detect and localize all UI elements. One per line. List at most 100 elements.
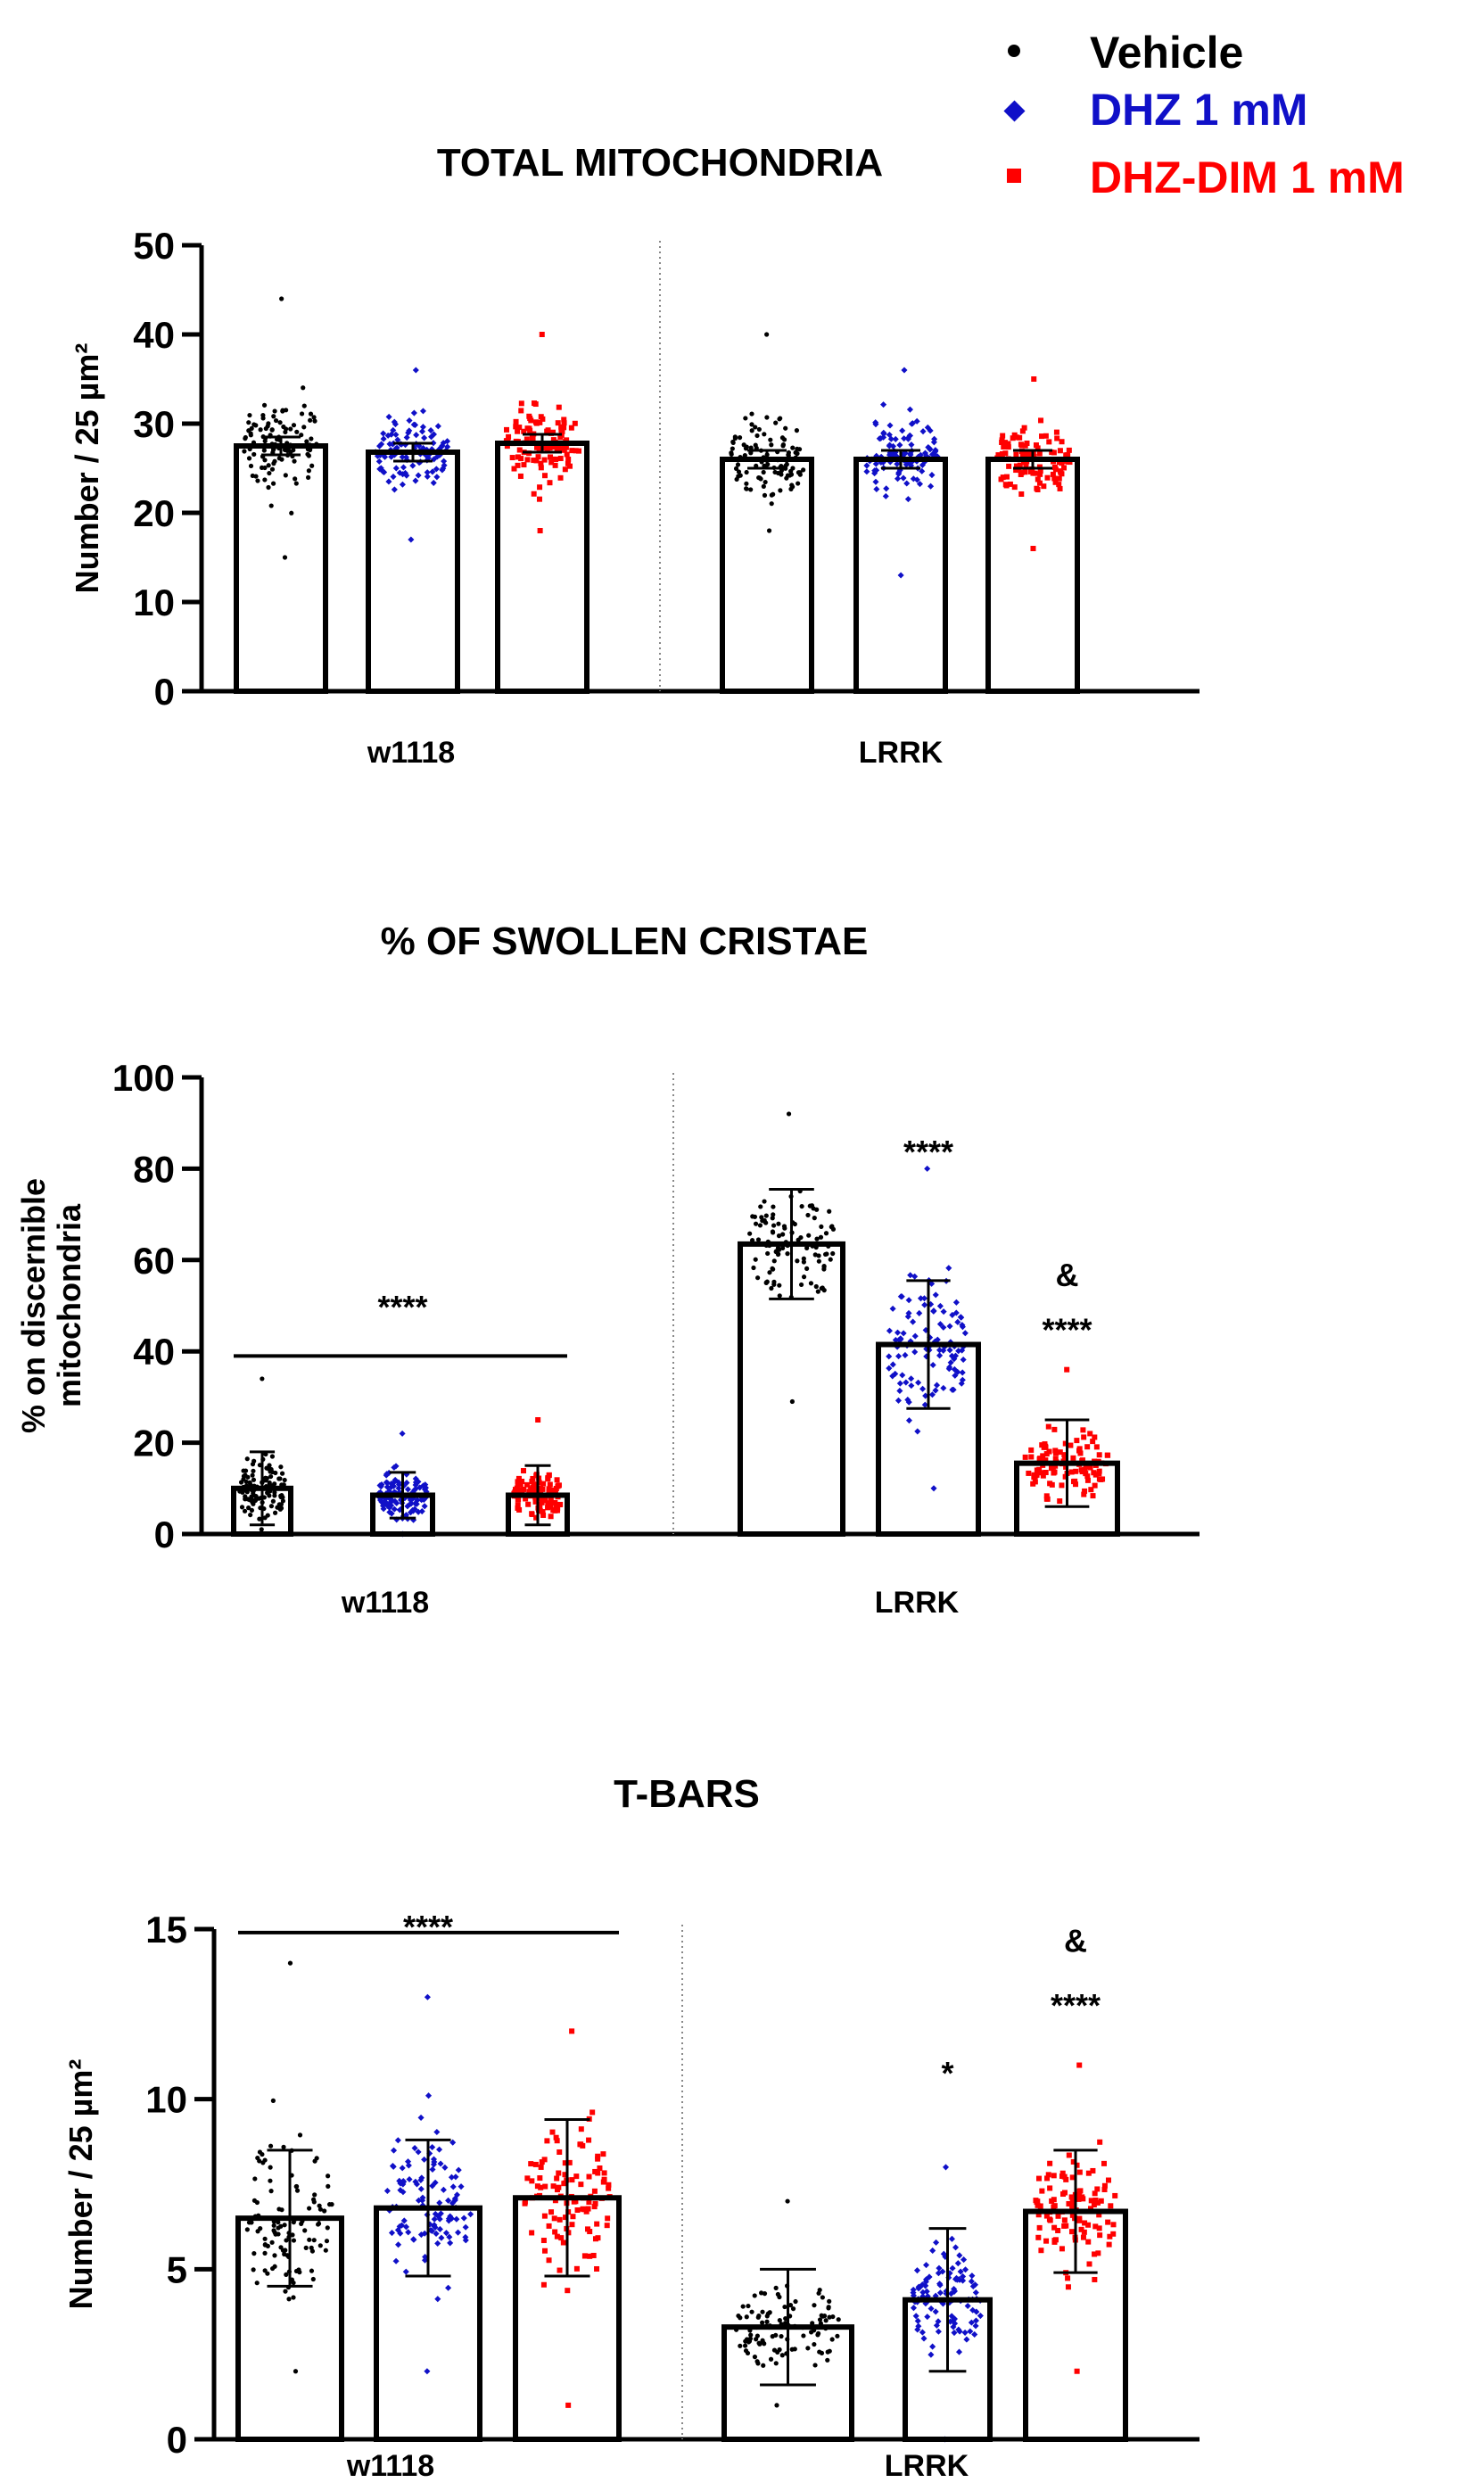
data-point-vehicle-w1118 (312, 2192, 317, 2198)
data-point-dhz-dim-w1118 (536, 1480, 542, 1486)
data-point-dhz-dim-lrrk (1073, 1481, 1079, 1488)
data-point-dhz-lrrk (977, 2313, 984, 2320)
data-point-dhz-dim-lrrk (1036, 1456, 1043, 1463)
data-point-vehicle-lrrk (749, 428, 754, 433)
data-point-dhz-dim-w1118 (513, 424, 519, 430)
data-point-vehicle-w1118 (268, 1473, 274, 1480)
data-point-dhz-lrrk (952, 2244, 960, 2251)
data-point-dhz-dim-lrrk (1059, 471, 1065, 477)
data-point-dhz-dim-lrrk (1023, 462, 1029, 468)
data-point-dhz-lrrk (863, 462, 870, 469)
y-axis-label: Number / 25 µm² (69, 343, 105, 594)
data-point-dhz-dim-w1118 (515, 1505, 521, 1511)
chart-title: T-BARS (614, 1772, 760, 1816)
group-label-w1118: w1118 (367, 736, 455, 770)
data-point-vehicle-lrrk (777, 2317, 782, 2323)
data-point-dhz-dim-lrrk (1093, 1444, 1100, 1450)
data-point-vehicle-lrrk (824, 1251, 829, 1257)
data-point-dhz-w1118 (415, 472, 422, 479)
data-point-dhz-w1118 (375, 458, 383, 465)
data-point-dhz-dim-lrrk (1080, 2234, 1086, 2240)
data-point-dhz-dim-w1118 (556, 1482, 562, 1489)
data-point-dhz-lrrk (930, 1307, 937, 1315)
data-point-vehicle-lrrk (836, 2317, 841, 2322)
data-point-vehicle-lrrk (794, 428, 800, 433)
data-point-dhz-lrrk (882, 492, 889, 499)
data-point-dhz-w1118 (436, 2146, 443, 2153)
data-point-dhz-dim-lrrk (1105, 2177, 1111, 2183)
data-point-vehicle-w1118 (248, 463, 254, 469)
data-point-vehicle-w1118 (317, 2243, 323, 2248)
data-point-vehicle-lrrk (771, 1223, 777, 1228)
data-point-dhz-dim-lrrk (1092, 1482, 1098, 1489)
data-point-dhz-w1118 (388, 2230, 396, 2237)
data-point-dhz-dim-lrrk (1072, 1478, 1078, 1484)
data-point-vehicle-lrrk (785, 2198, 790, 2204)
data-point-dhz-lrrk (873, 485, 880, 493)
data-point-vehicle-lrrk (816, 2290, 821, 2296)
data-point-dhz-lrrk (901, 367, 908, 374)
data-point-dhz-lrrk (956, 2252, 963, 2259)
data-point-vehicle-w1118 (268, 1504, 275, 1509)
chart-panel-2: % OF SWOLLEN CRISTAE % on discernible mito… (15, 920, 1200, 1620)
data-point-vehicle-lrrk (830, 1226, 837, 1232)
data-point-vehicle-lrrk (737, 435, 743, 441)
data-point-dhz-w1118 (410, 2236, 417, 2243)
data-point-dhz-lrrk (872, 419, 879, 426)
group-label-lrrk: LRRK (859, 736, 944, 770)
y-tick-label: 15 (145, 1909, 187, 1951)
data-point-vehicle-lrrk (743, 2348, 749, 2354)
data-point-dhz-w1118 (413, 432, 420, 439)
data-point-dhz-dim-w1118 (548, 1514, 554, 1520)
data-point-vehicle-w1118 (246, 456, 252, 461)
data-point-dhz-dim-lrrk (1021, 425, 1027, 431)
data-point-vehicle-lrrk (759, 2290, 764, 2296)
data-point-dhz-dim-lrrk (1043, 1493, 1050, 1499)
data-point-dhz-dim-w1118 (595, 2170, 601, 2176)
data-point-vehicle-lrrk (760, 2338, 765, 2343)
data-point-dhz-dim-w1118 (592, 2168, 598, 2174)
data-point-dhz-dim-w1118 (554, 1477, 560, 1483)
data-point-dhz-w1118 (438, 443, 445, 450)
data-point-dhz-dim-w1118 (569, 2028, 575, 2034)
data-point-vehicle-w1118 (245, 1474, 251, 1480)
data-point-dhz-dim-lrrk (1070, 2158, 1076, 2165)
data-point-dhz-dim-lrrk (1031, 1472, 1037, 1478)
data-point-dhz-dim-lrrk (1045, 2172, 1051, 2178)
data-point-dhz-w1118 (388, 431, 395, 438)
data-point-dhz-dim-w1118 (524, 457, 531, 463)
data-point-vehicle-lrrk (743, 416, 748, 421)
data-point-vehicle-w1118 (269, 1454, 276, 1459)
data-point-vehicle-w1118 (247, 1480, 252, 1485)
data-point-vehicle-lrrk (751, 1265, 756, 1271)
data-point-vehicle-w1118 (258, 427, 263, 433)
y-axis-label: Number / 25 µm² (62, 2059, 99, 2310)
data-point-dhz-dim-w1118 (534, 2183, 540, 2190)
data-point-dhz-lrrk (895, 475, 902, 483)
data-point-dhz-dim-w1118 (518, 400, 524, 407)
data-point-dhz-w1118 (388, 453, 395, 460)
y-tick-label: 0 (154, 1514, 175, 1555)
data-point-dhz-dim-w1118 (591, 2204, 598, 2210)
data-point-dhz-lrrk (936, 1347, 944, 1354)
data-point-vehicle-lrrk (815, 1289, 820, 1294)
data-point-dhz-dim-lrrk (1063, 2223, 1069, 2229)
data-point-vehicle-lrrk (785, 473, 790, 478)
data-point-dhz-dim-w1118 (556, 404, 562, 410)
data-point-dhz-lrrk (889, 1305, 896, 1312)
data-point-dhz-dim-w1118 (518, 1487, 524, 1493)
data-point-dhz-dim-lrrk (1092, 2223, 1099, 2230)
data-point-dhz-dim-lrrk (1040, 1472, 1046, 1479)
data-point-dhz-dim-lrrk (1084, 1473, 1091, 1480)
data-point-dhz-dim-lrrk (1026, 450, 1032, 457)
data-point-vehicle-w1118 (306, 453, 311, 458)
data-point-vehicle-w1118 (262, 2250, 268, 2256)
data-point-dhz-w1118 (383, 2187, 391, 2195)
data-point-dhz-dim-w1118 (527, 416, 533, 422)
data-point-vehicle-w1118 (244, 1456, 250, 1462)
data-point-dhz-w1118 (455, 2166, 462, 2173)
data-point-vehicle-w1118 (280, 1498, 285, 1504)
data-point-vehicle-lrrk (819, 1224, 824, 1230)
data-point-dhz-lrrk (880, 429, 887, 436)
data-point-dhz-lrrk (910, 2305, 918, 2312)
